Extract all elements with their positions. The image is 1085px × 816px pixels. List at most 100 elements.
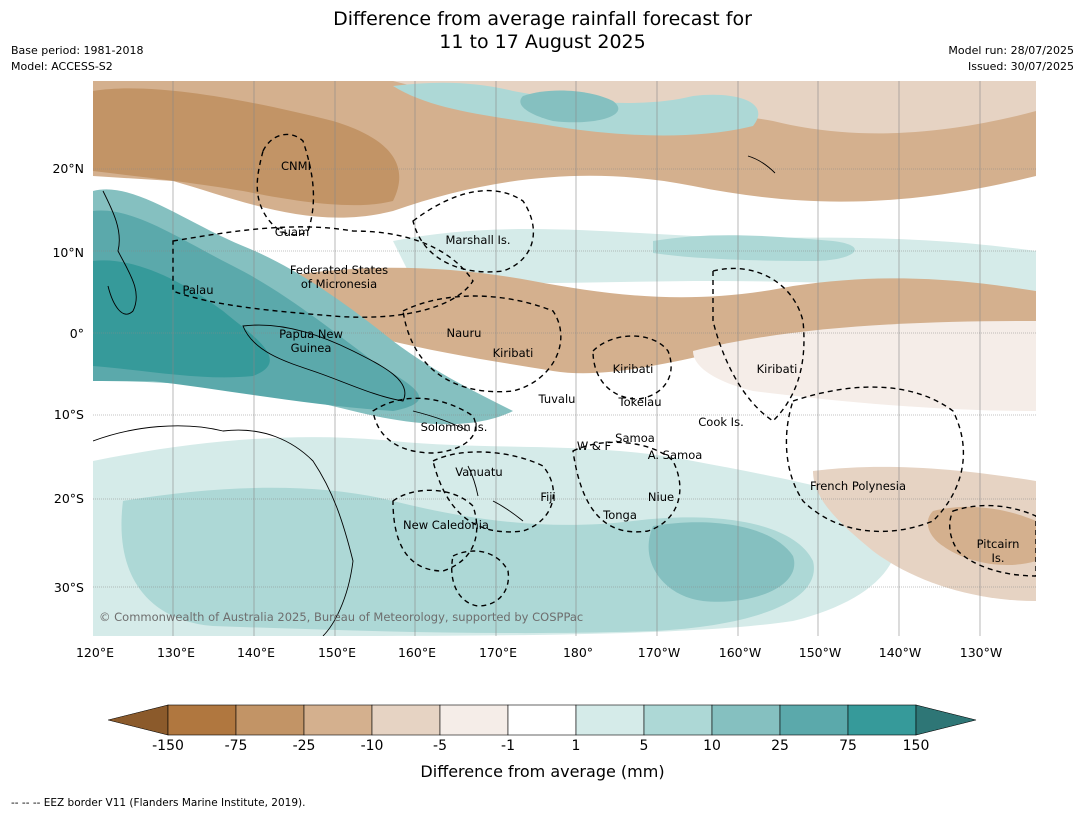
lon-label: 150°E [317, 645, 356, 660]
eez-solomon [372, 397, 477, 454]
colorbar-tick: 1 [571, 738, 581, 754]
region-label: Niue [647, 490, 675, 504]
eez-borders [172, 133, 1036, 607]
colorbar-tick: 10 [703, 738, 721, 754]
coastline-solomon [412, 410, 469, 432]
coastline-hawaii [747, 155, 776, 174]
coastline-new-caledonia [492, 500, 524, 522]
colorbar-segment [779, 704, 849, 736]
coastline-australia [93, 425, 354, 636]
colorbar-tick: -25 [292, 738, 316, 754]
eez-marshall [412, 189, 534, 273]
lat-label: 10°N [52, 245, 84, 260]
region-label: Kiribati [756, 362, 798, 376]
region-label: A. Samoa [647, 448, 703, 462]
colorbar-segment [643, 704, 713, 736]
colorbar [107, 704, 978, 736]
colorbar-segment [847, 704, 917, 736]
coastline-philippines [102, 190, 137, 315]
wet-patch-north-core [520, 90, 619, 123]
wet-strip-equatorial [393, 229, 1036, 291]
meta-right: Model run: 28/07/2025 Issued: 30/07/2025 [948, 43, 1074, 75]
rainfall-map-svg [93, 81, 1036, 636]
base-period-text: Base period: 1981-2018 [11, 44, 144, 57]
eez-micronesia [172, 226, 474, 318]
eez-tonga-niue [572, 441, 681, 533]
region-label: Samoa [615, 431, 655, 445]
lat-label: 10°S [53, 407, 84, 422]
colorbar-tick: 150 [902, 738, 930, 754]
region-label: Fiji [540, 490, 556, 504]
region-label: CNMI [281, 159, 311, 173]
colorbar-segment [303, 704, 373, 736]
eez-norfolk [451, 550, 510, 607]
colorbar-tick: 25 [771, 738, 789, 754]
colorbar-tick: -150 [152, 738, 184, 754]
colorbar-extend-dry [107, 704, 169, 736]
wet-south-core [121, 487, 814, 634]
region-label: Cook Is. [698, 415, 744, 429]
dry-tongue-equatorial [263, 267, 1036, 374]
region-label: Tokelau [618, 395, 662, 409]
eez-kiribati-line [712, 267, 805, 422]
colorbar-tick: 5 [639, 738, 649, 754]
lon-label: 150°W [798, 645, 842, 660]
region-label: Solomon Is. [420, 420, 488, 434]
colorbar-svg [107, 704, 977, 736]
colorbar-tick: -75 [224, 738, 248, 754]
colorbar-segment [575, 704, 645, 736]
map-title-line2: 11 to 17 August 2025 [439, 31, 646, 53]
colorbar-segment [711, 704, 781, 736]
colorbar-segment [439, 704, 509, 736]
lat-label: 20°N [52, 161, 84, 176]
eez-kiribati-gilbert [402, 295, 562, 393]
colorbar-segment [371, 704, 441, 736]
colorbar-segment [507, 704, 577, 736]
dry-tongue-light [693, 321, 1036, 411]
region-label: Guam [274, 225, 310, 239]
dry-southeast-core [927, 506, 1036, 566]
lon-label: 130°W [959, 645, 1003, 660]
lon-label: 170°E [478, 645, 517, 660]
lon-label: 120°E [75, 645, 114, 660]
lon-label: 180° [562, 645, 594, 660]
lon-label: 140°E [236, 645, 275, 660]
region-label: Pitcairn Is. [976, 537, 1020, 565]
region-label: W & F [576, 439, 612, 453]
eez-pitcairn [949, 504, 1036, 577]
copyright-text: © Commonwealth of Australia 2025, Bureau… [99, 610, 584, 624]
colorbar-title: Difference from average (mm) [420, 762, 665, 781]
eez-footnote: -- -- -- EEZ border V11 (Flanders Marine… [11, 797, 306, 809]
coastlines [93, 155, 776, 636]
lon-label: 160°W [718, 645, 762, 660]
model-run-text: Model run: 28/07/2025 [948, 44, 1074, 57]
region-label: Tonga [603, 508, 637, 522]
model-text: Model: ACCESS-S2 [11, 60, 113, 73]
eez-vanuatu-fiji [432, 451, 554, 533]
region-label: French Polynesia [809, 479, 907, 493]
wet-south-max [648, 522, 795, 602]
lon-label: 170°W [637, 645, 681, 660]
eez-cnmi [256, 133, 315, 236]
lat-label: 30°S [53, 580, 84, 595]
graticule [93, 81, 1036, 636]
colorbar-tick: 75 [839, 738, 857, 754]
region-label: Palau [182, 283, 214, 297]
wet-warm-pool-max [93, 260, 270, 378]
region-label: New Caledonia [403, 518, 489, 532]
coastline-new-guinea [242, 324, 406, 402]
map-title-line1: Difference from average rainfall forecas… [333, 8, 752, 30]
region-label: Papua New Guinea [279, 327, 343, 355]
coastline-vanuatu [467, 465, 479, 497]
colorbar-tick: -10 [360, 738, 384, 754]
map-title: Difference from average rainfall forecas… [0, 8, 1085, 54]
lon-label: 160°E [397, 645, 436, 660]
lon-label: 140°W [878, 645, 922, 660]
region-label: Kiribati [492, 346, 534, 360]
wet-strip-equatorial-core [653, 235, 855, 261]
region-label: Tuvalu [538, 392, 576, 406]
rainfall-map: CNMI Guam Marshall Is. Federated States of M… [93, 81, 1036, 636]
lon-label: 130°E [156, 645, 195, 660]
region-label: Nauru [446, 326, 482, 340]
region-label: Vanuatu [455, 465, 503, 479]
